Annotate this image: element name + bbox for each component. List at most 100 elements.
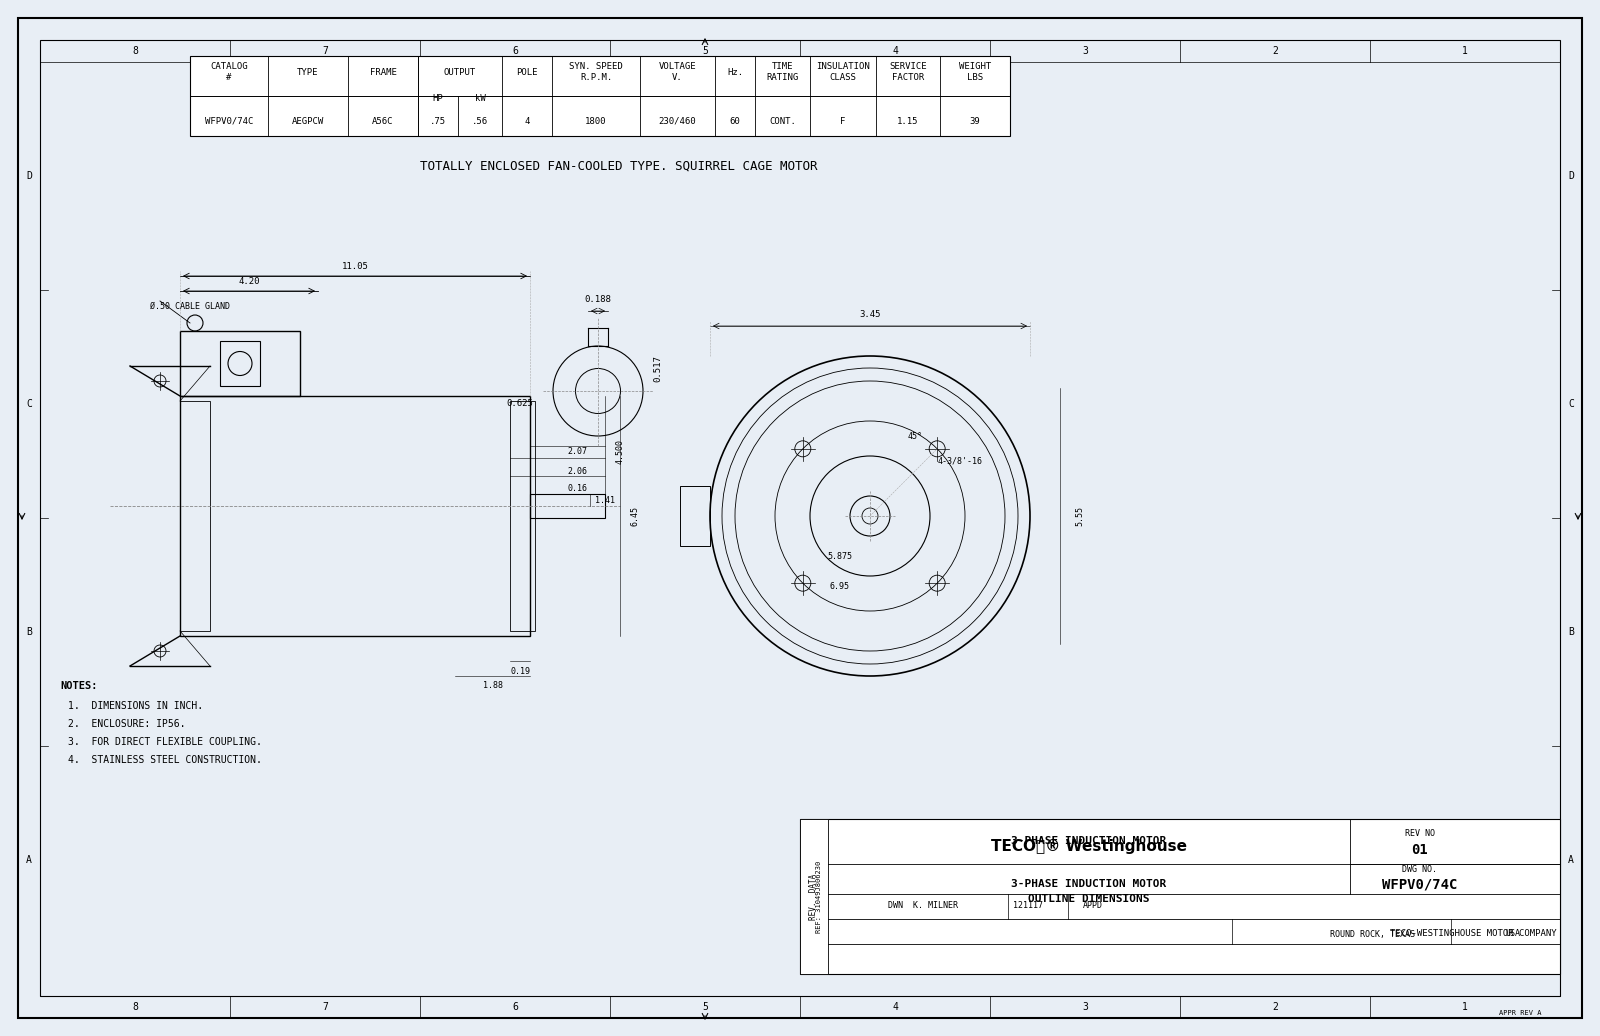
Text: 6.95: 6.95 — [830, 581, 850, 591]
Text: OUTLINE DIMENSIONS: OUTLINE DIMENSIONS — [1029, 894, 1150, 904]
Text: 1800: 1800 — [586, 116, 606, 125]
Text: 0.19: 0.19 — [510, 666, 530, 675]
Bar — [530, 494, 605, 518]
Text: kW: kW — [475, 93, 485, 103]
Text: TIME
RATING: TIME RATING — [766, 62, 798, 82]
Text: TECOⓂ® Westinghouse: TECOⓂ® Westinghouse — [990, 839, 1187, 854]
Text: 60: 60 — [730, 116, 741, 125]
Text: A: A — [1568, 855, 1574, 865]
Text: 4.500: 4.500 — [616, 438, 624, 463]
Text: 8: 8 — [133, 46, 138, 56]
Text: 3: 3 — [1082, 1002, 1088, 1012]
Text: 1.41: 1.41 — [595, 495, 614, 505]
Text: 2.07: 2.07 — [566, 447, 587, 456]
Text: D: D — [26, 171, 32, 181]
Bar — [680, 486, 710, 546]
Text: WFPV0/74C: WFPV0/74C — [205, 116, 253, 125]
Bar — [181, 396, 530, 636]
Text: SERVICE
FACTOR: SERVICE FACTOR — [890, 62, 926, 82]
Text: 121117: 121117 — [1013, 901, 1043, 911]
Text: A: A — [26, 855, 32, 865]
Text: A56C: A56C — [373, 116, 394, 125]
Text: 4-3/8'-16: 4-3/8'-16 — [938, 457, 982, 465]
Text: CONT.: CONT. — [770, 116, 795, 125]
Text: POLE: POLE — [517, 67, 538, 77]
Text: 6: 6 — [512, 1002, 518, 1012]
Text: ROUND ROCK, TEXAS: ROUND ROCK, TEXAS — [1330, 929, 1416, 939]
Text: 2.  ENCLOSURE: IP56.: 2. ENCLOSURE: IP56. — [69, 719, 186, 729]
Text: 01: 01 — [1411, 842, 1429, 857]
Text: 230/460: 230/460 — [659, 116, 696, 125]
Text: DWG NO.: DWG NO. — [1403, 864, 1437, 873]
Text: .75: .75 — [430, 116, 446, 125]
Bar — [800, 819, 1560, 974]
Text: 1.88: 1.88 — [483, 682, 502, 691]
Text: 1.15: 1.15 — [898, 116, 918, 125]
Text: HP: HP — [432, 93, 443, 103]
Text: WEIGHT
LBS: WEIGHT LBS — [958, 62, 990, 82]
Text: REF: 31049J806230: REF: 31049J806230 — [816, 860, 822, 932]
Text: C: C — [1568, 399, 1574, 409]
Text: VOLTAGE
V.: VOLTAGE V. — [659, 62, 696, 82]
Text: 4.20: 4.20 — [238, 277, 259, 286]
Text: 0.16: 0.16 — [566, 484, 587, 492]
Text: 45°: 45° — [907, 432, 923, 440]
Bar — [800, 819, 829, 974]
Text: AEGPCW: AEGPCW — [291, 116, 325, 125]
Text: 0.517: 0.517 — [653, 355, 662, 382]
Text: 7: 7 — [322, 46, 328, 56]
Text: .56: .56 — [472, 116, 488, 125]
Text: APPD: APPD — [1083, 901, 1102, 911]
Bar — [510, 401, 534, 631]
Text: 4: 4 — [893, 46, 898, 56]
Text: DWN  K. MILNER: DWN K. MILNER — [888, 901, 958, 911]
Text: INSULATION
CLASS: INSULATION CLASS — [816, 62, 870, 82]
Text: REV.  DATA: REV. DATA — [810, 873, 819, 920]
Text: F: F — [840, 116, 846, 125]
Text: OUTPUT: OUTPUT — [443, 67, 477, 77]
Text: 2.06: 2.06 — [566, 466, 587, 476]
Text: 3.45: 3.45 — [859, 310, 880, 318]
Text: C: C — [26, 399, 32, 409]
Text: 0.625: 0.625 — [506, 399, 533, 407]
Text: 5: 5 — [702, 1002, 707, 1012]
Text: 5: 5 — [702, 46, 707, 56]
Bar — [190, 56, 1010, 136]
Text: TECO-WESTINGHOUSE MOTOR COMPANY: TECO-WESTINGHOUSE MOTOR COMPANY — [1390, 929, 1557, 939]
Text: TYPE: TYPE — [298, 67, 318, 77]
Text: 2: 2 — [1272, 1002, 1278, 1012]
Text: 2: 2 — [1272, 46, 1278, 56]
Text: 1: 1 — [1462, 1002, 1467, 1012]
Text: 4: 4 — [525, 116, 530, 125]
Text: SYN. SPEED
R.P.M.: SYN. SPEED R.P.M. — [570, 62, 622, 82]
Text: APPR REV A: APPR REV A — [1499, 1010, 1541, 1016]
Text: 6.45: 6.45 — [630, 506, 640, 526]
Text: 6: 6 — [512, 46, 518, 56]
Text: 5.55: 5.55 — [1075, 506, 1085, 526]
Text: 3-PHASE INDUCTION MOTOR: 3-PHASE INDUCTION MOTOR — [1011, 879, 1166, 889]
Bar — [221, 341, 261, 386]
Text: 39: 39 — [970, 116, 981, 125]
Text: 3-PHASE INDUCTION MOTOR: 3-PHASE INDUCTION MOTOR — [1011, 836, 1166, 846]
Text: B: B — [1568, 627, 1574, 637]
Text: D: D — [1568, 171, 1574, 181]
Text: Hz.: Hz. — [726, 67, 742, 77]
Text: TOTALLY ENCLOSED FAN-COOLED TYPE. SQUIRREL CAGE MOTOR: TOTALLY ENCLOSED FAN-COOLED TYPE. SQUIRR… — [419, 160, 818, 173]
Text: B: B — [26, 627, 32, 637]
Text: 4: 4 — [893, 1002, 898, 1012]
Text: FRAME: FRAME — [370, 67, 397, 77]
Text: 7: 7 — [322, 1002, 328, 1012]
Text: 3.  FOR DIRECT FLEXIBLE COUPLING.: 3. FOR DIRECT FLEXIBLE COUPLING. — [69, 737, 262, 747]
Text: Ø.50 CABLE GLAND: Ø.50 CABLE GLAND — [150, 301, 230, 311]
Bar — [181, 401, 210, 631]
Text: CATALOG
#: CATALOG # — [210, 62, 248, 82]
Text: 1: 1 — [1462, 46, 1467, 56]
Text: 3: 3 — [1082, 46, 1088, 56]
Text: USA: USA — [1506, 929, 1520, 939]
Text: 0.188: 0.188 — [584, 294, 611, 304]
Text: 5.875: 5.875 — [827, 551, 853, 560]
Text: NOTES:: NOTES: — [61, 681, 98, 691]
Bar — [181, 330, 301, 396]
Text: 11.05: 11.05 — [341, 261, 368, 270]
Text: WFPV0/74C: WFPV0/74C — [1382, 877, 1458, 891]
